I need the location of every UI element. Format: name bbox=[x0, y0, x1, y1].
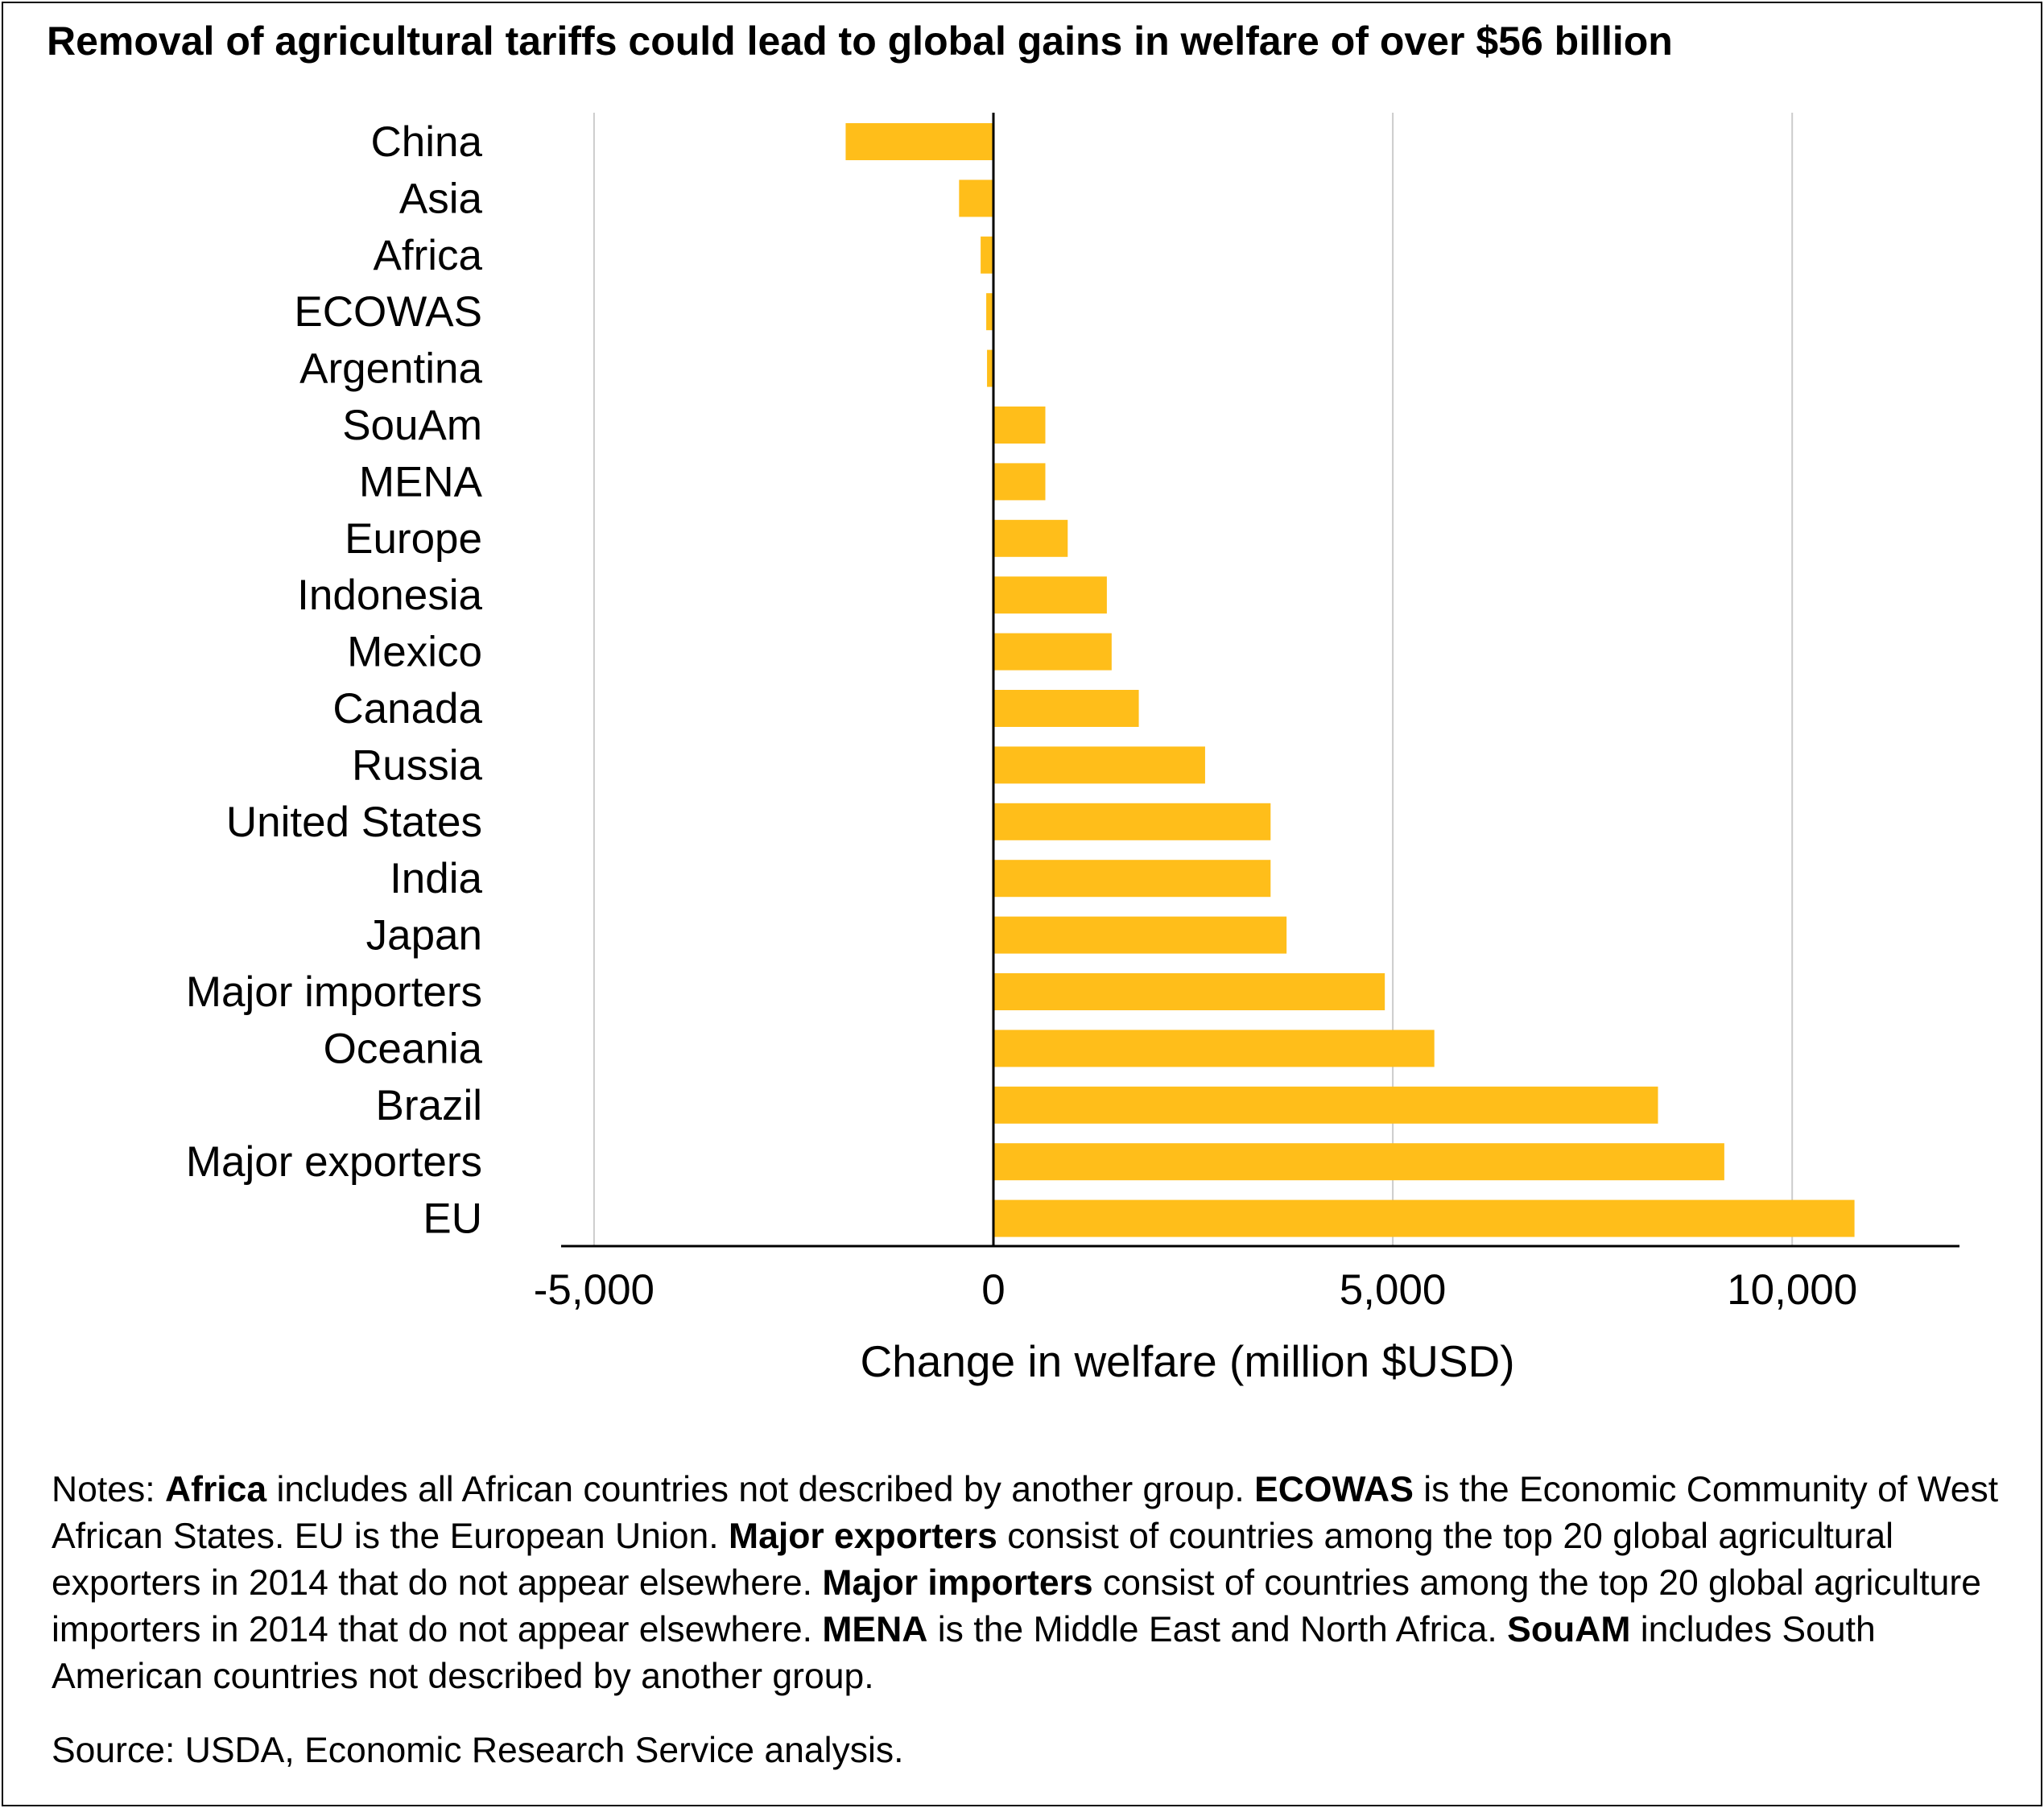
category-label: Canada bbox=[332, 685, 482, 733]
bar bbox=[993, 1030, 1435, 1067]
notes-term: SouAM bbox=[1507, 1610, 1631, 1649]
notes-text: Notes: bbox=[52, 1470, 165, 1509]
gridlines bbox=[593, 113, 1794, 1246]
category-label: Brazil bbox=[375, 1082, 482, 1129]
notes-term: Major importers bbox=[822, 1563, 1093, 1603]
bar bbox=[993, 916, 1287, 954]
bar bbox=[959, 180, 993, 217]
category-label: ECOWAS bbox=[294, 288, 482, 336]
bars bbox=[845, 123, 1855, 1237]
bar bbox=[993, 463, 1046, 501]
category-label: MENA bbox=[359, 458, 483, 506]
bar bbox=[993, 973, 1385, 1010]
category-label: Japan bbox=[366, 912, 482, 960]
category-label: Europe bbox=[345, 515, 482, 563]
bar bbox=[993, 803, 1271, 840]
category-label: Indonesia bbox=[297, 572, 482, 619]
x-tick-label: 10,000 bbox=[1727, 1266, 1857, 1314]
x-tick-label: -5,000 bbox=[534, 1266, 654, 1314]
bar bbox=[987, 349, 993, 387]
category-label: SouAm bbox=[342, 402, 482, 449]
notes-text: is the Middle East and North Africa. bbox=[927, 1610, 1508, 1649]
category-label: Major importers bbox=[186, 968, 482, 1016]
bar bbox=[993, 746, 1205, 784]
bar bbox=[986, 293, 993, 331]
category-labels: China Asia Africa ECOWAS Argentina SouAm MENA E… bbox=[186, 118, 483, 1243]
category-label: Mexico bbox=[347, 629, 482, 676]
x-axis-title: Change in welfare (million $USD) bbox=[860, 1336, 1514, 1386]
bar bbox=[993, 633, 1112, 671]
x-tick-label: 0 bbox=[981, 1266, 1005, 1314]
notes-text: is the Economic Community of West Africa… bbox=[52, 1470, 1999, 1556]
category-label: Oceania bbox=[324, 1025, 483, 1072]
bar bbox=[993, 1143, 1724, 1181]
notes-term: Africa bbox=[164, 1470, 267, 1509]
notes-term: ECOWAS bbox=[1254, 1470, 1414, 1509]
source-note: Source: USDA, Economic Research Service … bbox=[52, 1731, 904, 1770]
bar bbox=[993, 1199, 1855, 1237]
x-tick-labels: -5,000 0 5,000 10,000 bbox=[534, 1266, 1857, 1314]
category-label: India bbox=[390, 855, 482, 902]
notes-text: includes all African countries not descr… bbox=[266, 1470, 1255, 1509]
bar bbox=[845, 123, 993, 160]
notes-term: MENA bbox=[822, 1610, 928, 1649]
category-label: Asia bbox=[399, 175, 483, 222]
bar bbox=[993, 576, 1107, 614]
notes-text: includes South American countries not de… bbox=[52, 1610, 1876, 1696]
bar bbox=[993, 690, 1139, 727]
bar bbox=[993, 407, 1046, 444]
x-tick-label: 5,000 bbox=[1340, 1266, 1447, 1314]
category-label: EU bbox=[423, 1195, 482, 1243]
category-label: Argentina bbox=[299, 345, 482, 393]
bar bbox=[993, 860, 1271, 898]
chart-title: Removal of agricultural tariffs could le… bbox=[47, 19, 1673, 64]
category-label: Russia bbox=[352, 741, 483, 789]
bar bbox=[981, 236, 993, 274]
notes-text: consist of countries among the top 20 gl… bbox=[52, 1517, 1894, 1603]
notes: Notes: Africa includes all African count… bbox=[52, 1467, 2000, 1700]
notes-text: consist of countries among the top 20 gl… bbox=[52, 1563, 1981, 1649]
category-label: China bbox=[371, 118, 483, 166]
category-label: United States bbox=[226, 799, 482, 846]
notes-term: Major exporters bbox=[729, 1517, 997, 1556]
bar bbox=[993, 1086, 1658, 1124]
category-label: Africa bbox=[374, 232, 483, 279]
bar bbox=[993, 519, 1068, 557]
category-label: Major exporters bbox=[186, 1138, 482, 1186]
